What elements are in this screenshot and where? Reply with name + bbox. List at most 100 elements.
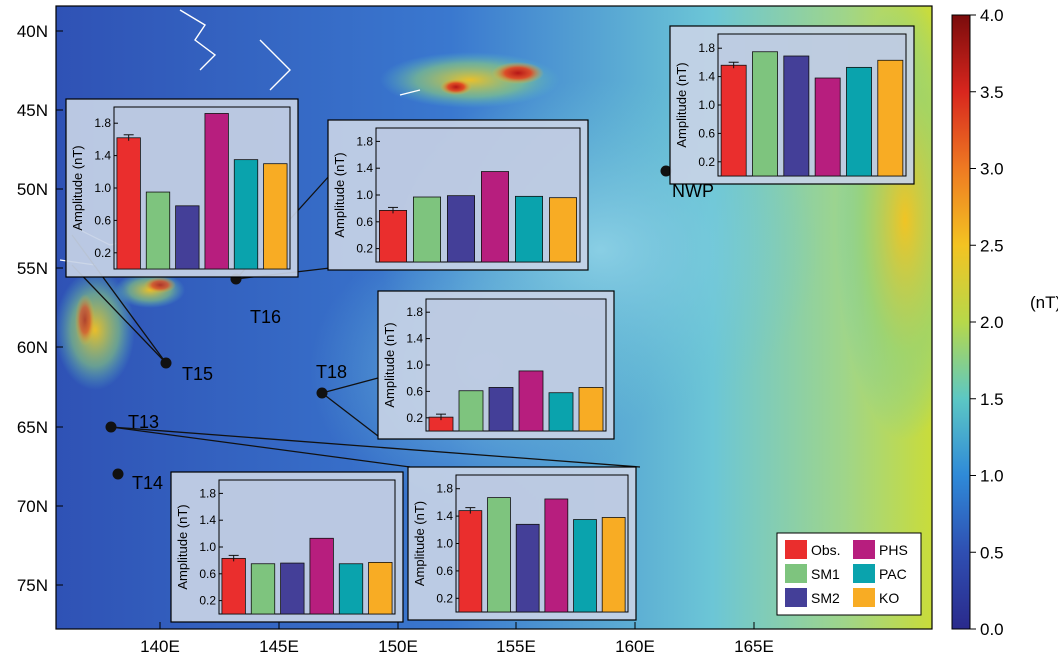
bar-pac xyxy=(846,66,872,177)
bar-obs xyxy=(221,557,246,615)
legend-label: PHS xyxy=(879,542,908,558)
bar-sm1 xyxy=(412,196,441,263)
inset-y-tick-label: 0.2 xyxy=(406,411,423,425)
inset-y-tick-label: 1.0 xyxy=(406,358,423,372)
lat-tick-label: 45N xyxy=(17,101,48,120)
bar-phs xyxy=(309,537,334,615)
inset-y-tick-label: 1.0 xyxy=(94,181,111,195)
station-label-t16: T16 xyxy=(250,307,281,327)
bar-pac xyxy=(573,519,597,613)
inset-y-tick-label: 1.4 xyxy=(436,509,453,523)
bar-obs xyxy=(458,510,483,613)
leader-line xyxy=(71,264,167,364)
station-label-t18: T18 xyxy=(316,362,347,382)
bar-sm1 xyxy=(250,563,276,615)
inset-chart-t15: 0.2 0.6 1.0 1.4 1.8 Amplitude (nT) xyxy=(65,98,299,278)
inset-chart-t18: 0.2 0.6 1.0 1.4 1.8 Amplitude (nT) xyxy=(377,290,615,440)
inset-y-tick-label: 0.2 xyxy=(94,246,111,260)
bar-phs xyxy=(480,171,509,263)
bar-chart-insets: 0.2 0.6 1.0 1.4 1.8 Amplitude (nT) 0.2 0.6 1.0 1.… xyxy=(65,25,915,623)
inset-y-tick-label: 0.6 xyxy=(199,567,216,581)
bar-pac xyxy=(548,392,574,432)
station-markers: NWP T16 T15 T18 T13 T14 xyxy=(105,165,714,493)
lat-tick-label: 70N xyxy=(17,497,48,516)
lon-tick-label: 145E xyxy=(259,637,299,656)
station-dot-t14 xyxy=(112,468,124,480)
inset-y-tick-label: 1.4 xyxy=(94,149,111,163)
inset-chart-nwp: 0.2 0.6 1.0 1.4 1.8 Amplitude (nT) xyxy=(669,25,915,185)
inset-y-tick-label: 0.6 xyxy=(94,213,111,227)
legend-label: Obs. xyxy=(811,542,841,558)
inset-y-tick-label: 1.0 xyxy=(698,98,715,112)
lat-tick-label: 65N xyxy=(17,418,48,437)
lat-tick-label: 50N xyxy=(17,180,48,199)
station-label-t13: T13 xyxy=(128,412,159,432)
legend-label: SM2 xyxy=(811,590,840,606)
inset-y-tick-label: 1.0 xyxy=(356,188,373,202)
bar-sm1 xyxy=(145,191,171,270)
colorbar-unit: (nT) xyxy=(1030,293,1058,312)
legend-swatch xyxy=(785,588,807,607)
colorbar: 4.0 3.5 3.0 2.5 2.0 1.5 1.0 0.5 0.0 (nT) xyxy=(951,6,1058,639)
leader-line xyxy=(321,392,379,437)
colorbar-tick-label: 0.5 xyxy=(980,543,1004,562)
colorbar-tick-label: 4.0 xyxy=(980,6,1004,25)
station-dot-t13 xyxy=(105,421,117,433)
station-dot-t18 xyxy=(316,387,328,399)
inset-y-tick-label: 0.6 xyxy=(436,564,453,578)
bar-phs xyxy=(204,113,229,270)
bar-pac xyxy=(515,195,544,263)
legend-label: KO xyxy=(879,590,899,606)
lon-tick-label: 150E xyxy=(378,637,418,656)
lon-tick-label: 155E xyxy=(496,637,536,656)
legend-swatch xyxy=(853,588,875,607)
inset-y-tick-label: 1.8 xyxy=(199,486,216,500)
leader-line xyxy=(110,426,411,468)
legend-swatch xyxy=(853,564,875,583)
inset-y-axis-label: Amplitude (nT) xyxy=(412,501,427,586)
bar-sm1 xyxy=(487,497,511,613)
bar-phs xyxy=(518,370,544,432)
colorbar-tick-label: 3.0 xyxy=(980,160,1004,179)
bar-sm2 xyxy=(515,523,540,613)
inset-y-tick-label: 1.8 xyxy=(436,482,453,496)
inset-y-axis-label: Amplitude (nT) xyxy=(332,152,347,237)
inset-y-tick-label: 0.2 xyxy=(698,155,715,169)
inset-y-tick-label: 1.8 xyxy=(94,116,111,130)
inset-y-tick-label: 1.4 xyxy=(698,70,715,84)
station-dot-nwp xyxy=(660,165,672,177)
inset-y-tick-label: 0.2 xyxy=(356,242,373,256)
inset-y-tick-label: 1.8 xyxy=(356,134,373,148)
station-label-nwp: NWP xyxy=(672,181,714,201)
inset-y-tick-label: 0.6 xyxy=(698,126,715,140)
bar-ko xyxy=(578,387,604,432)
bar-sm1 xyxy=(458,390,484,432)
bar-sm2 xyxy=(280,562,305,615)
bar-phs xyxy=(814,77,841,177)
inset-y-tick-label: 1.8 xyxy=(406,305,423,319)
colorbar-tick-label: 1.5 xyxy=(980,390,1004,409)
bar-obs xyxy=(720,64,747,177)
lat-tick-label: 60N xyxy=(17,338,48,357)
legend-swatch xyxy=(785,540,807,559)
colorbar-tick-label: 2.0 xyxy=(980,313,1004,332)
longitude-axis: 140E 145E 150E 155E 160E 165E xyxy=(140,622,774,656)
leader-line xyxy=(321,377,379,394)
inset-chart-t16: 0.2 0.6 1.0 1.4 1.8 Amplitude (nT) xyxy=(327,119,589,271)
legend-label: PAC xyxy=(879,566,907,582)
bar-ko xyxy=(368,562,393,615)
model-legend: Obs. PHS SM1 PAC SM2 KO xyxy=(776,532,922,616)
bar-ko xyxy=(549,197,578,263)
inset-y-axis-label: Amplitude (nT) xyxy=(175,504,190,589)
lat-tick-label: 75N xyxy=(17,576,48,595)
bar-ko xyxy=(601,517,626,613)
inset-y-tick-label: 1.8 xyxy=(698,41,715,55)
inset-y-tick-label: 1.0 xyxy=(436,537,453,551)
inset-y-tick-label: 0.6 xyxy=(356,215,373,229)
lon-tick-label: 160E xyxy=(615,637,655,656)
station-dot-t15 xyxy=(160,357,172,369)
bar-pac xyxy=(338,563,364,615)
bar-sm2 xyxy=(488,387,514,432)
inset-y-axis-label: Amplitude (nT) xyxy=(382,322,397,407)
